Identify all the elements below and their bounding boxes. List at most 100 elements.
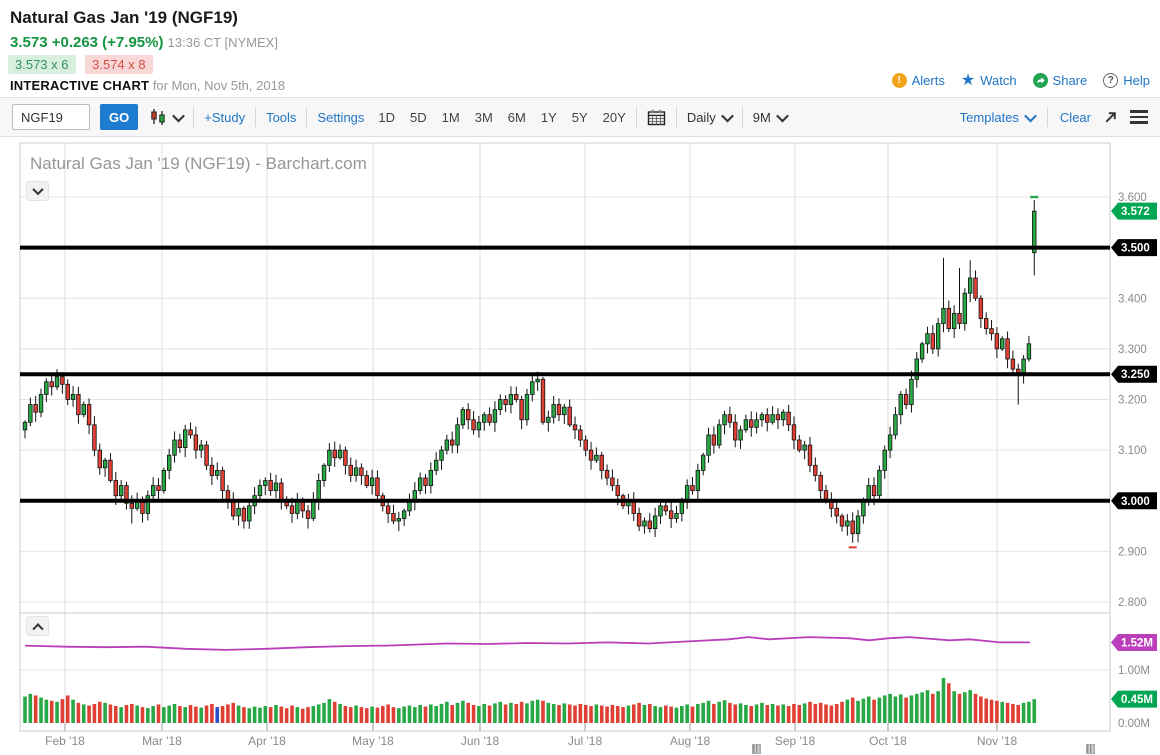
volume-bar (445, 701, 449, 723)
candle (690, 485, 695, 492)
candle (327, 449, 332, 466)
volume-bar (567, 704, 572, 723)
chevron-down-icon (720, 109, 734, 122)
price-chart-canvas[interactable]: Natural Gas Jan '19 (NGF19) - Barchart.c… (0, 137, 1160, 755)
volume-bar (594, 704, 599, 723)
header-links: ! Alerts ★ Watch Share ? Help (891, 73, 1150, 89)
range-20y[interactable]: 20Y (602, 109, 626, 125)
key-level-lines[interactable] (20, 245, 1110, 503)
axis-tag (1111, 492, 1157, 510)
range-6m[interactable]: 6M (507, 109, 526, 125)
volume-bar (71, 699, 75, 723)
span-dropdown[interactable]: 9M (753, 109, 789, 125)
volume-bar (247, 708, 252, 723)
volume-bar (97, 701, 102, 723)
fullscreen-button[interactable] (1103, 110, 1118, 125)
volume-bar (792, 703, 796, 723)
range-1m[interactable]: 1M (441, 109, 460, 125)
volume-bar (327, 699, 332, 723)
go-button[interactable]: GO (100, 104, 139, 130)
candle (193, 434, 199, 451)
volume-bar (434, 706, 438, 723)
volume-bar (776, 705, 780, 723)
svg-text:1.00M: 1.00M (1118, 665, 1150, 677)
add-study-button[interactable]: +Study (204, 109, 246, 125)
volume-bar (808, 701, 812, 723)
collapse-main-panel-button[interactable] (26, 181, 49, 201)
candle (263, 480, 268, 486)
axis-tag (1111, 202, 1157, 220)
volume-bar (380, 706, 385, 723)
svg-text:2.900: 2.900 (1118, 546, 1147, 558)
volume-bar (947, 683, 951, 723)
range-5d[interactable]: 5D (410, 109, 427, 125)
chevron-down-icon (1024, 109, 1037, 122)
volume-bar (199, 707, 204, 723)
volume-bar (866, 696, 871, 723)
candle (567, 406, 572, 426)
volume-bar (477, 706, 481, 723)
volume-bar (818, 702, 823, 723)
volume-bar (834, 703, 839, 723)
candle (599, 454, 604, 471)
quote-header: Natural Gas Jan '19 (NGF19) 3.573 +0.263… (0, 0, 1160, 97)
candle (658, 505, 663, 517)
candle (199, 444, 204, 451)
symbol-input[interactable] (12, 104, 90, 130)
candle (850, 520, 855, 535)
candle (663, 505, 668, 512)
volume-bar (322, 702, 326, 723)
range-1y[interactable]: 1Y (540, 109, 557, 125)
last-price: 3.573 (10, 34, 48, 51)
templates-dropdown[interactable]: Templates (960, 109, 1037, 125)
candle (930, 333, 935, 350)
chart-watermark: Natural Gas Jan '19 (NGF19) - Barchart.c… (30, 154, 367, 173)
candle (1032, 210, 1037, 254)
candle (22, 421, 28, 431)
scrollbar-left-grip[interactable] (752, 744, 761, 754)
volume-bar (573, 705, 577, 723)
range-5y[interactable]: 5Y (571, 109, 588, 125)
clear-button[interactable]: Clear (1059, 109, 1091, 125)
help-link[interactable]: ? Help (1103, 73, 1150, 88)
expand-volume-panel-button[interactable] (26, 616, 49, 636)
settings-button[interactable]: Settings (317, 109, 365, 125)
volume-bar (995, 700, 999, 723)
candle (1005, 338, 1010, 360)
candle (444, 439, 450, 451)
tools-button[interactable]: Tools (266, 109, 297, 125)
chart-type-button[interactable] (148, 108, 186, 126)
volume-bar (295, 707, 300, 723)
candle (583, 439, 588, 451)
share-link[interactable]: Share (1032, 73, 1087, 88)
volume-bar (963, 692, 967, 723)
volume-bar (370, 706, 374, 723)
range-1d[interactable]: 1D (378, 109, 396, 125)
watch-link[interactable]: ★ Watch (961, 73, 1017, 89)
volume-bar (300, 708, 305, 723)
range-3m[interactable]: 3M (474, 109, 493, 125)
frequency-dropdown[interactable]: Daily (687, 109, 734, 125)
candle (967, 277, 973, 294)
candle (33, 404, 38, 413)
alerts-link[interactable]: ! Alerts (891, 73, 945, 88)
svg-text:Jun '18: Jun '18 (461, 734, 500, 748)
candle (668, 510, 674, 519)
svg-text:0.00M: 0.00M (1118, 718, 1150, 730)
volume-bar (706, 700, 711, 723)
menu-icon[interactable] (1130, 110, 1148, 124)
candle (978, 297, 984, 319)
candle (855, 515, 861, 535)
volume-bar (113, 706, 118, 723)
candle (49, 381, 54, 388)
volume-bar (1005, 702, 1010, 723)
open-interest-line (24, 636, 1030, 651)
scrollbar-right-grip[interactable] (1086, 744, 1095, 754)
candle (433, 459, 439, 471)
candle (466, 409, 471, 421)
axis-tag (1111, 239, 1157, 257)
date-range-button[interactable] (647, 109, 666, 126)
volume-bar (76, 702, 81, 723)
volume-bar (375, 707, 380, 723)
svg-text:Sep '18: Sep '18 (775, 734, 816, 748)
